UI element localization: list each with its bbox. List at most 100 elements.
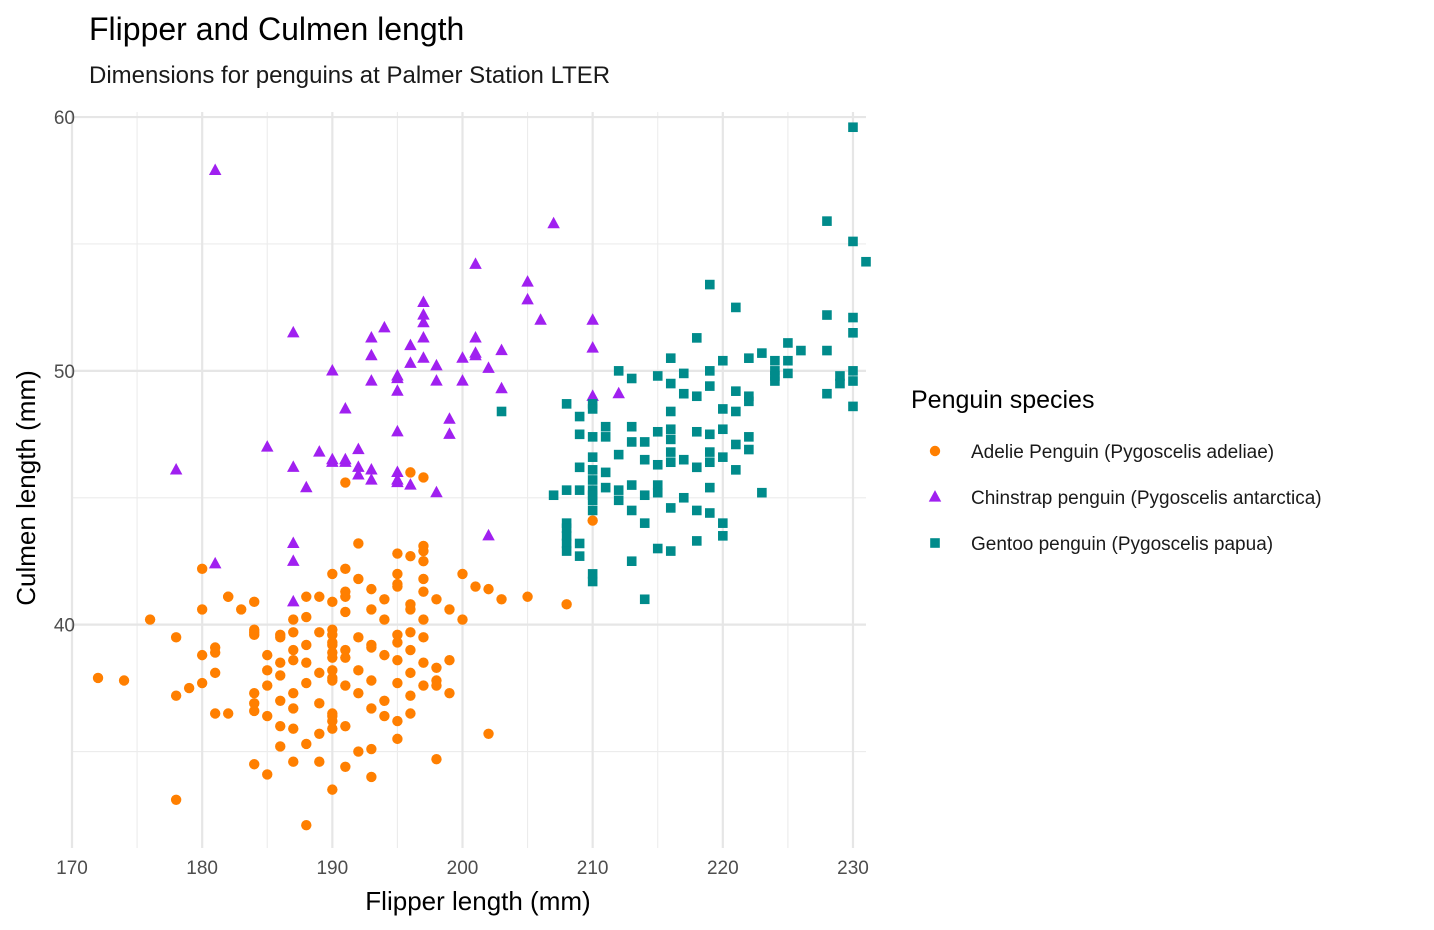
data-point-adelie <box>392 677 403 689</box>
data-point-gentoo <box>705 429 715 440</box>
data-point-gentoo <box>665 546 676 556</box>
data-point-gentoo <box>744 396 754 407</box>
series-chinstrap <box>169 163 625 607</box>
data-point-gentoo <box>561 518 572 528</box>
data-point-chinstrap <box>430 485 443 498</box>
legend-label: Gentoo penguin (Pygoscelis papua) <box>971 534 1273 555</box>
data-point-gentoo <box>848 376 858 386</box>
data-point-adelie <box>209 667 221 679</box>
data-point-adelie <box>457 614 468 625</box>
data-point-chinstrap <box>287 460 300 472</box>
data-point-adelie <box>340 720 351 732</box>
x-tick-label: 220 <box>707 858 739 879</box>
data-point-gentoo <box>718 424 728 435</box>
y-axis-title: Culmen length (mm) <box>11 370 41 606</box>
data-point-gentoo <box>705 366 715 376</box>
data-point-gentoo <box>744 391 754 402</box>
data-point-gentoo <box>691 391 702 402</box>
data-point-gentoo <box>835 371 845 381</box>
legend-items: Adelie Penguin (Pygoscelis adeliae) Chins… <box>928 442 1322 555</box>
data-point-gentoo <box>587 490 598 501</box>
data-point-adelie <box>340 652 351 663</box>
data-point-adelie <box>587 515 598 526</box>
data-point-chinstrap <box>547 216 560 229</box>
data-point-chinstrap <box>469 330 482 343</box>
data-point-adelie <box>275 720 286 732</box>
data-point-gentoo <box>561 523 572 534</box>
data-point-adelie <box>483 583 494 595</box>
data-point-gentoo <box>678 368 689 379</box>
data-point-gentoo <box>691 333 702 343</box>
data-point-adelie <box>275 670 286 681</box>
data-point-adelie <box>183 682 195 694</box>
data-point-adelie <box>262 710 273 722</box>
data-point-adelie <box>288 703 299 714</box>
data-point-adelie <box>301 657 312 668</box>
data-point-gentoo <box>665 447 676 457</box>
data-point-adelie <box>275 741 286 752</box>
data-point-gentoo <box>587 495 598 506</box>
data-point-gentoo <box>652 426 663 437</box>
data-point-adelie <box>262 665 273 676</box>
data-point-chinstrap <box>430 374 443 386</box>
data-point-gentoo <box>600 467 611 478</box>
data-point-gentoo <box>587 404 598 414</box>
data-point-gentoo <box>652 487 663 498</box>
data-point-adelie <box>196 649 208 661</box>
data-point-chinstrap <box>326 452 339 465</box>
data-points <box>92 122 871 831</box>
data-point-adelie <box>470 581 481 592</box>
data-point-adelie <box>418 545 429 557</box>
data-point-chinstrap <box>417 308 430 320</box>
data-point-adelie <box>327 723 338 734</box>
data-point-adelie <box>353 632 364 643</box>
data-point-chinstrap <box>456 351 469 363</box>
data-point-adelie <box>288 654 299 666</box>
data-point-gentoo <box>783 338 793 348</box>
data-point-gentoo <box>613 366 624 376</box>
data-point-gentoo <box>639 454 650 465</box>
chart-title: Flipper and Culmen length <box>89 11 464 47</box>
data-point-gentoo <box>770 366 780 376</box>
data-point-adelie <box>379 649 390 661</box>
data-point-adelie <box>392 629 403 641</box>
data-point-adelie <box>327 639 338 651</box>
data-point-gentoo <box>783 355 793 366</box>
data-point-adelie <box>366 642 377 653</box>
data-point-adelie <box>431 662 442 674</box>
data-point-chinstrap <box>417 295 430 307</box>
data-point-adelie <box>288 644 299 656</box>
data-point-chinstrap <box>495 343 508 356</box>
data-point-chinstrap <box>339 452 352 465</box>
data-point-adelie <box>444 654 455 666</box>
data-point-gentoo <box>639 437 650 447</box>
data-point-gentoo <box>626 421 637 432</box>
data-point-adelie <box>340 477 351 488</box>
data-point-adelie <box>444 604 455 615</box>
data-point-gentoo <box>574 551 585 561</box>
data-point-chinstrap <box>287 594 300 607</box>
data-point-adelie <box>405 644 416 656</box>
data-point-adelie <box>405 627 416 638</box>
data-point-adelie <box>236 604 247 615</box>
data-point-adelie <box>379 614 390 625</box>
data-point-adelie <box>288 723 299 734</box>
data-point-gentoo <box>639 490 650 501</box>
legend-key-chinstrap <box>928 490 942 502</box>
y-tick-label: 50 <box>54 362 75 383</box>
data-point-gentoo <box>691 462 702 473</box>
data-point-adelie <box>301 677 312 689</box>
data-point-gentoo <box>587 399 598 409</box>
data-point-gentoo <box>731 302 741 313</box>
data-point-chinstrap <box>521 275 534 287</box>
data-point-chinstrap <box>404 338 417 351</box>
data-point-gentoo <box>796 345 806 356</box>
data-point-gentoo <box>822 345 832 356</box>
data-point-gentoo <box>561 538 572 549</box>
data-point-adelie <box>353 687 364 699</box>
data-point-gentoo <box>639 594 650 605</box>
data-point-adelie <box>366 771 377 783</box>
x-tick-label: 200 <box>447 858 479 879</box>
data-point-adelie <box>366 604 377 615</box>
data-point-chinstrap <box>391 384 404 396</box>
